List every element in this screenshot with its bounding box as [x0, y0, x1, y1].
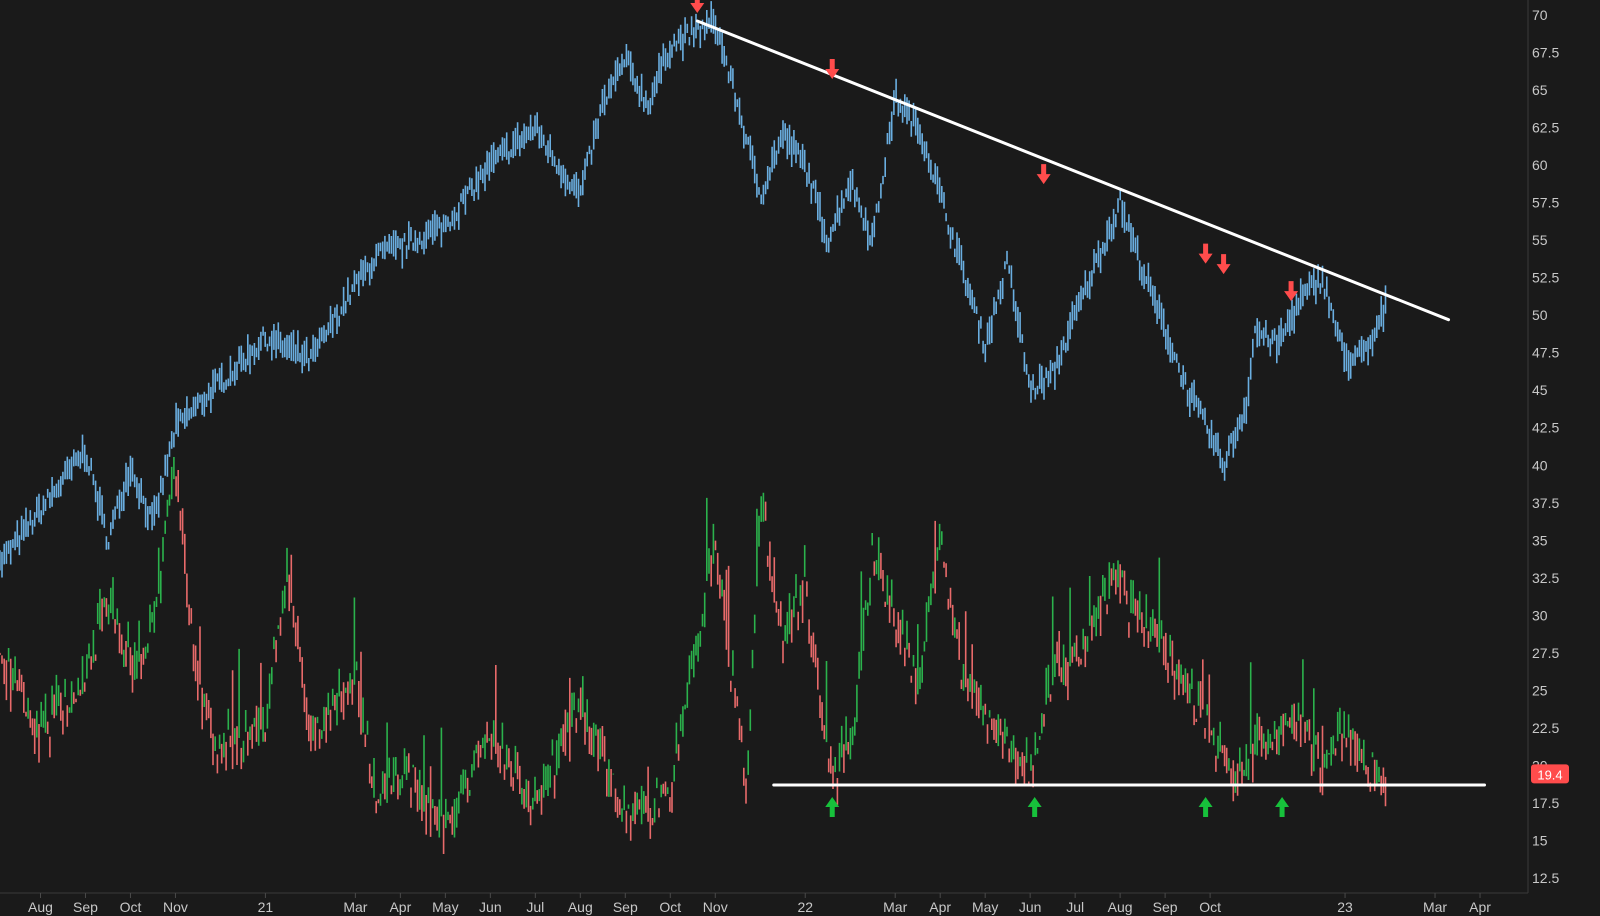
x-tick-label: Nov — [703, 899, 728, 915]
y-tick-label: 62.5 — [1532, 120, 1559, 136]
x-tick-label: Sep — [1153, 899, 1178, 915]
price-series — [0, 1, 1387, 578]
x-tick-label: Oct — [1199, 899, 1221, 915]
y-tick-label: 55 — [1532, 232, 1548, 248]
volatility-up-bars — [7, 457, 1380, 838]
y-tick-label: 17.5 — [1532, 795, 1559, 811]
last-value-label: 19.4 — [1537, 767, 1562, 782]
y-tick-label: 15 — [1532, 832, 1548, 848]
x-tick-label: Sep — [613, 899, 638, 915]
volatility-series — [0, 457, 1387, 854]
x-axis: Aug Sep Oct Nov 21 Mar Apr May Jun Jul Aug Sep Oct No… — [28, 893, 1491, 915]
x-tick-label: Mar — [1423, 899, 1447, 915]
x-tick-label: Aug — [568, 899, 593, 915]
price-bars — [0, 1, 1387, 578]
x-tick-label: Apr — [389, 899, 411, 915]
x-tick-label: May — [972, 899, 998, 915]
x-tick-label: Oct — [120, 899, 142, 915]
y-tick-label: 57.5 — [1532, 195, 1559, 211]
x-tick-label: Nov — [163, 899, 188, 915]
y-tick-label: 30 — [1532, 607, 1548, 623]
y-tick-label: 60 — [1532, 157, 1548, 173]
x-tick-label: 23 — [1337, 899, 1353, 915]
support-arrow-icon — [825, 796, 840, 817]
y-tick-label: 65 — [1532, 82, 1548, 98]
x-tick-label: Jun — [479, 899, 502, 915]
x-tick-label: Mar — [343, 899, 367, 915]
support-arrow-icon — [1027, 796, 1042, 817]
last-value-badge-bg — [1531, 764, 1569, 784]
resistance-arrow-icon — [1284, 281, 1299, 302]
y-tick-label: 37.5 — [1532, 495, 1559, 511]
support-arrow-icon — [1275, 796, 1290, 817]
x-tick-label: Jun — [1019, 899, 1042, 915]
x-tick-label: Jul — [1066, 899, 1084, 915]
y-tick-label: 47.5 — [1532, 345, 1559, 361]
x-tick-label: 22 — [797, 899, 813, 915]
x-tick-label: Oct — [659, 899, 681, 915]
y-tick-label: 27.5 — [1532, 645, 1559, 661]
volatility-down-bars — [0, 470, 1387, 854]
y-tick-label: 52.5 — [1532, 270, 1559, 286]
x-tick-label: Sep — [73, 899, 98, 915]
resistance-arrow-icon — [1036, 164, 1051, 185]
y-tick-label: 50 — [1532, 307, 1548, 323]
resistance-trendline — [695, 19, 1451, 322]
y-axis: 70 67.5 65 62.5 60 57.5 55 52.5 50 47.5 45 42.5 40 37… — [1532, 7, 1559, 886]
x-tick-label: Jul — [526, 899, 544, 915]
x-tick-label: 21 — [258, 899, 274, 915]
y-tick-label: 25 — [1532, 682, 1548, 698]
y-tick-label: 32.5 — [1532, 570, 1559, 586]
x-tick-label: Apr — [929, 899, 951, 915]
x-tick-label: Apr — [1469, 899, 1491, 915]
x-tick-label: Aug — [28, 899, 53, 915]
resistance-arrow-icon — [1198, 243, 1213, 264]
y-tick-label: 40 — [1532, 457, 1548, 473]
x-tick-label: Aug — [1108, 899, 1133, 915]
y-tick-label: 12.5 — [1532, 870, 1559, 886]
support-arrow-icon — [1198, 796, 1213, 817]
x-tick-label: May — [432, 899, 458, 915]
last-value-badge: 19.4 — [1531, 764, 1569, 784]
resistance-arrow-icon — [825, 59, 840, 80]
y-tick-label: 45 — [1532, 382, 1548, 398]
arrows — [690, 0, 1299, 817]
y-tick-label: 67.5 — [1532, 45, 1559, 61]
y-tick-label: 22.5 — [1532, 720, 1559, 736]
trendlines — [695, 19, 1487, 787]
resistance-arrow-icon — [690, 0, 705, 14]
resistance-arrow-icon — [1216, 254, 1231, 275]
y-tick-label: 35 — [1532, 532, 1548, 548]
y-tick-label: 42.5 — [1532, 420, 1559, 436]
x-tick-label: Mar — [883, 899, 907, 915]
y-tick-label: 70 — [1532, 7, 1548, 23]
